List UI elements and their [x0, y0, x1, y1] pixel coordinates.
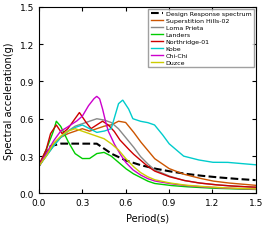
Line: Superstition Hills-02: Superstition Hills-02: [39, 122, 256, 185]
Loma Prieta: [166, 174, 169, 177]
Line: Kobe: Kobe: [39, 101, 256, 166]
Landers: [76, 154, 79, 157]
Design Response spectrum: [254, 179, 257, 182]
Northridge-01: [76, 115, 79, 117]
Landers: [182, 185, 186, 188]
Superstition Hills-02: [136, 136, 139, 139]
Superstition Hills-02: [93, 128, 96, 131]
Loma Prieta: [76, 124, 79, 127]
Line: Chi-Chi: Chi-Chi: [39, 97, 256, 189]
Northridge-01: [136, 156, 139, 159]
Chi-Chi: [201, 186, 204, 188]
Chi-Chi: [93, 97, 96, 100]
Duzce: [166, 181, 169, 184]
Superstition Hills-02: [76, 129, 79, 132]
Design Response spectrum: [182, 173, 186, 175]
Loma Prieta: [182, 179, 186, 182]
Landers: [37, 165, 41, 168]
Northridge-01: [166, 175, 169, 178]
Line: Northridge-01: Northridge-01: [39, 113, 256, 187]
X-axis label: Period(s): Period(s): [126, 213, 169, 223]
Duzce: [76, 129, 79, 131]
Northridge-01: [37, 164, 41, 166]
Loma Prieta: [136, 151, 139, 154]
Superstition Hills-02: [166, 166, 169, 169]
Line: Loma Prieta: Loma Prieta: [39, 119, 256, 187]
Duzce: [136, 169, 139, 172]
Line: Design Response spectrum: Design Response spectrum: [39, 144, 256, 180]
Duzce: [73, 128, 77, 131]
Kobe: [37, 165, 41, 168]
Landers: [93, 154, 97, 156]
Kobe: [182, 155, 186, 158]
Chi-Chi: [254, 188, 257, 191]
Duzce: [93, 135, 97, 137]
Design Response spectrum: [136, 163, 139, 166]
Kobe: [201, 160, 204, 162]
Northridge-01: [78, 112, 81, 114]
Northridge-01: [182, 179, 186, 182]
Duzce: [37, 165, 41, 168]
Duzce: [182, 184, 186, 187]
Chi-Chi: [76, 120, 79, 122]
Loma Prieta: [95, 118, 99, 121]
Legend: Design Response spectrum, Superstition Hills-02, Loma Prieta, Landers, Northridg: Design Response spectrum, Superstition H…: [148, 10, 254, 68]
Chi-Chi: [136, 172, 139, 175]
Chi-Chi: [166, 182, 169, 185]
Kobe: [166, 140, 169, 143]
Kobe: [76, 126, 79, 128]
Northridge-01: [254, 186, 257, 189]
Duzce: [254, 188, 257, 190]
Landers: [55, 120, 58, 123]
Design Response spectrum: [201, 175, 204, 178]
Loma Prieta: [37, 165, 41, 168]
Loma Prieta: [254, 186, 257, 189]
Superstition Hills-02: [254, 184, 257, 187]
Landers: [136, 175, 139, 178]
Loma Prieta: [93, 118, 96, 121]
Line: Landers: Landers: [39, 122, 256, 190]
Chi-Chi: [182, 184, 186, 187]
Superstition Hills-02: [37, 165, 41, 168]
Landers: [166, 184, 169, 187]
Design Response spectrum: [166, 170, 169, 173]
Northridge-01: [201, 182, 204, 185]
Design Response spectrum: [93, 143, 97, 145]
Superstition Hills-02: [201, 178, 204, 180]
Chi-Chi: [37, 165, 41, 168]
Kobe: [93, 130, 96, 133]
Northridge-01: [93, 125, 97, 128]
Chi-Chi: [95, 96, 99, 98]
Superstition Hills-02: [117, 120, 120, 123]
Design Response spectrum: [37, 165, 41, 168]
Y-axis label: Spectral acceleration(g): Spectral acceleration(g): [4, 42, 14, 159]
Duzce: [201, 185, 204, 188]
Loma Prieta: [201, 182, 204, 185]
Landers: [254, 188, 257, 191]
Kobe: [254, 164, 257, 166]
Superstition Hills-02: [182, 173, 186, 176]
Line: Duzce: Duzce: [39, 129, 256, 189]
Design Response spectrum: [76, 143, 79, 145]
Design Response spectrum: [59, 143, 62, 145]
Kobe: [121, 99, 124, 102]
Landers: [201, 187, 204, 189]
Kobe: [136, 119, 139, 122]
